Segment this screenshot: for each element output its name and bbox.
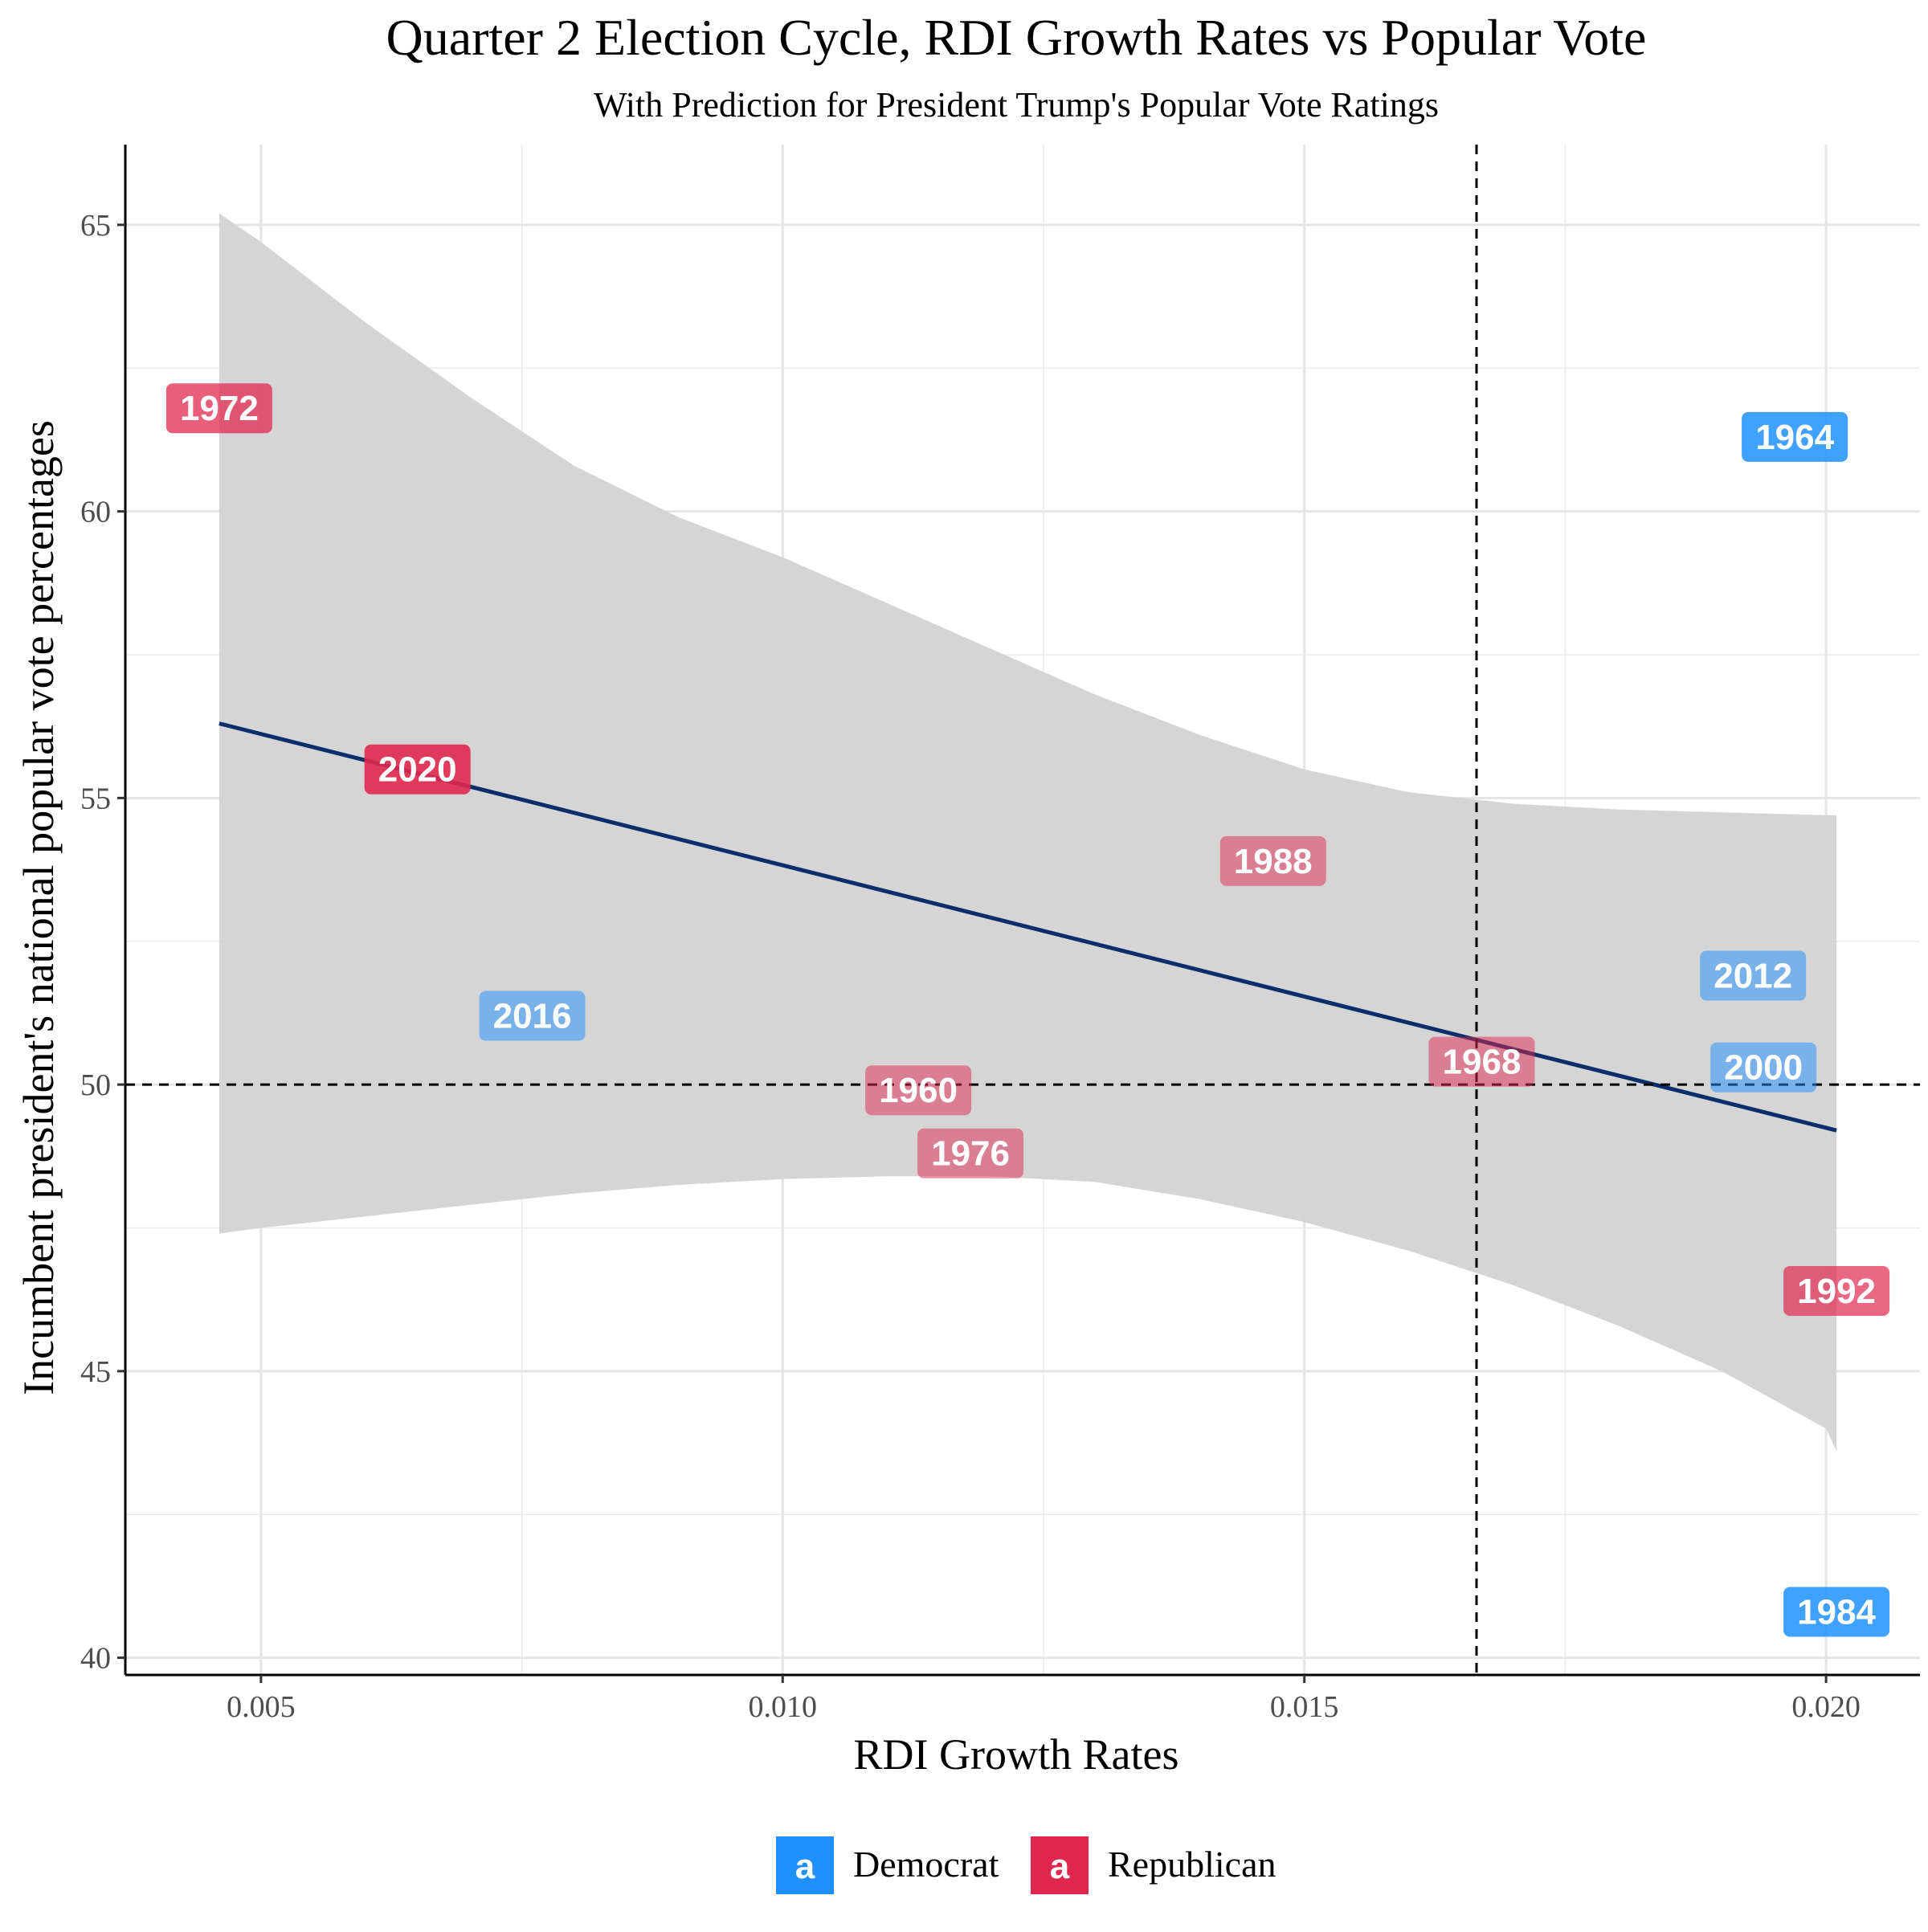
point-label-1984: 1984 <box>1783 1587 1890 1637</box>
point-label-text: 2016 <box>493 996 572 1035</box>
point-label-1992: 1992 <box>1783 1265 1890 1316</box>
point-label-text: 1992 <box>1797 1272 1876 1311</box>
fit-layer <box>219 721 1837 1133</box>
point-label-box <box>1700 950 1807 1001</box>
legend-label: Democrat <box>853 1844 999 1885</box>
point-label-text: 1968 <box>1443 1043 1522 1082</box>
point-label-box <box>917 1128 1024 1178</box>
legend-key <box>776 1836 834 1894</box>
point-label-text: 1988 <box>1234 842 1313 881</box>
point-label-box <box>1710 1042 1817 1093</box>
y-tick-labels: 40 45 50 55 60 65 <box>80 209 111 1676</box>
point-label-1988: 1988 <box>1219 835 1326 886</box>
regression-line <box>219 721 1837 1133</box>
x-axis-title: RDI Growth Rates <box>854 1730 1179 1779</box>
point-label-text: 2020 <box>378 750 457 790</box>
x-tick-label: 0.005 <box>227 1690 296 1724</box>
point-label-text: 1964 <box>1755 418 1834 457</box>
y-tick-label: 55 <box>80 782 111 815</box>
legend-item-democrat: a Democrat <box>776 1836 999 1894</box>
point-label-1968: 1968 <box>1428 1036 1535 1087</box>
point-label-text: 1984 <box>1797 1593 1876 1632</box>
point-label-box <box>1219 835 1326 886</box>
legend-key-symbol: a <box>795 1847 815 1886</box>
point-label-text: 2000 <box>1724 1048 1803 1088</box>
y-tick-label: 65 <box>80 209 111 243</box>
axes <box>117 145 1920 1683</box>
legend: a Democrat a Republican <box>776 1836 1276 1894</box>
point-label-box <box>479 991 586 1041</box>
point-label-box <box>1742 411 1848 462</box>
point-label-box <box>364 744 471 794</box>
x-tick-labels: 0.005 0.010 0.015 0.020 <box>227 1690 1861 1724</box>
point-label-2012: 2012 <box>1700 950 1807 1001</box>
y-tick-label: 50 <box>80 1068 111 1102</box>
point-label-1972: 1972 <box>165 383 272 434</box>
point-label-box <box>1428 1036 1535 1087</box>
point-label-box <box>865 1065 972 1116</box>
y-axis-title: Incumbent president's national popular v… <box>14 420 63 1395</box>
confidence-band <box>219 213 1837 1452</box>
point-label-2020: 2020 <box>364 744 471 794</box>
y-tick-label: 60 <box>80 496 111 529</box>
point-labels: 1972 1964 2020 1988 2012 2016 1968 2000 1960 1976… <box>165 383 1890 1637</box>
chart-title: Quarter 2 Election Cycle, RDI Growth Rat… <box>386 9 1647 66</box>
legend-key-symbol: a <box>1050 1847 1070 1886</box>
point-label-box <box>1783 1265 1890 1316</box>
point-label-2016: 2016 <box>479 991 586 1041</box>
x-tick-label: 0.010 <box>749 1690 818 1724</box>
grid-major <box>125 145 1920 1675</box>
point-label-1976: 1976 <box>917 1128 1024 1178</box>
legend-key <box>1031 1836 1089 1894</box>
point-label-text: 1972 <box>180 389 259 428</box>
point-label-1964: 1964 <box>1742 411 1848 462</box>
reference-lines <box>125 145 1920 1675</box>
legend-label: Republican <box>1108 1844 1276 1885</box>
point-label-2000: 2000 <box>1710 1042 1817 1093</box>
point-label-text: 1960 <box>879 1071 958 1110</box>
x-tick-label: 0.020 <box>1791 1690 1861 1724</box>
legend-item-republican: a Republican <box>1031 1836 1276 1894</box>
point-label-box <box>165 383 272 434</box>
ribbon-layer <box>219 213 1837 1452</box>
point-label-text: 2012 <box>1714 957 1792 996</box>
x-tick-label: 0.015 <box>1270 1690 1339 1724</box>
y-tick-label: 40 <box>80 1642 111 1676</box>
point-label-1960: 1960 <box>865 1065 972 1116</box>
point-label-box <box>1783 1587 1890 1637</box>
chart-subtitle: With Prediction for President Trump's Po… <box>594 85 1439 125</box>
y-tick-label: 45 <box>80 1355 111 1389</box>
point-label-text: 1976 <box>931 1134 1010 1174</box>
